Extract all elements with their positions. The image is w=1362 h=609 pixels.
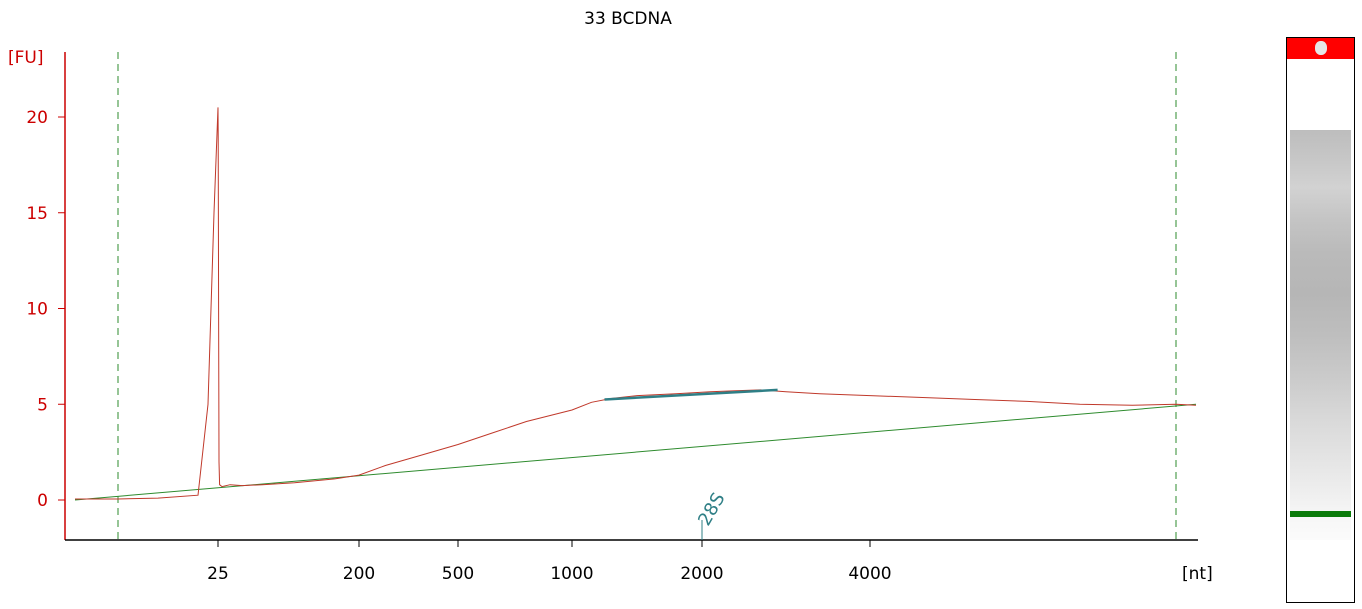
x-tick-label: 200 [343, 564, 375, 584]
x-tick-label: 25 [207, 564, 229, 584]
y-ticks: 0 5 10 15 20 [26, 108, 65, 511]
gel-smear [1290, 130, 1351, 540]
y-axis-label: [FU] [8, 48, 44, 68]
peak-fit-line [604, 388, 778, 401]
y-tick-label: 0 [37, 491, 48, 511]
x-ticks: 25 200 500 1000 2000 4000 [207, 540, 892, 584]
x-tick-label: 2000 [680, 564, 723, 584]
y-tick-label: 5 [37, 395, 48, 415]
x-tick-label: 1000 [550, 564, 593, 584]
electropherogram-chart: 33 BCDNA [FU] [nt] 0 5 10 15 20 25 200 500 1000… [8, 9, 1213, 584]
gel-lower-marker-band [1290, 511, 1351, 517]
x-tick-label: 4000 [848, 564, 891, 584]
fluorescence-trace [75, 107, 1197, 500]
x-axis-label: [nt] [1182, 564, 1213, 584]
gel-upper-marker-band [1287, 38, 1354, 59]
x-tick-label: 500 [442, 564, 474, 584]
gel-lane [1286, 37, 1355, 603]
y-tick-label: 15 [26, 204, 48, 224]
gel-marker-dot-icon [1315, 41, 1327, 55]
annotation-28s-label: 28S [694, 489, 729, 529]
y-tick-label: 10 [26, 300, 48, 320]
y-tick-label: 20 [26, 108, 48, 128]
chart-title: 33 BCDNA [584, 9, 672, 29]
annotation-28s: 28S [694, 489, 730, 540]
baseline-line [74, 403, 1197, 501]
